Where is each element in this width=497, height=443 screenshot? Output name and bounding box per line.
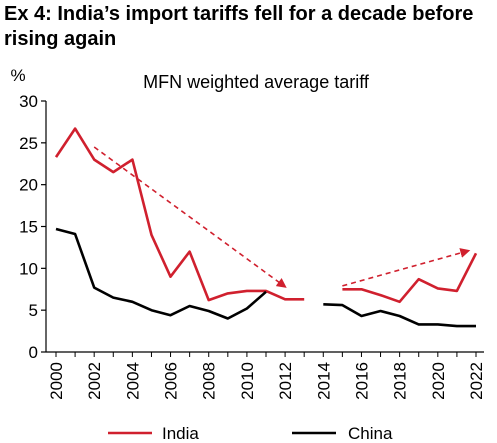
x-tick-label: 2014	[314, 362, 333, 400]
x-tick-label: 2006	[162, 362, 181, 400]
series-line-china	[55, 227, 267, 320]
legend-label-india: India	[162, 424, 199, 443]
x-tick-label: 2008	[200, 362, 219, 400]
y-tick-label: 0	[29, 343, 38, 362]
x-tick-label: 2020	[429, 362, 448, 400]
x-tick-label: 2004	[123, 362, 142, 400]
y-tick-label: 15	[19, 218, 38, 237]
legend-label-china: China	[348, 424, 393, 443]
trend-arrows	[93, 146, 471, 288]
series-line-india	[54, 127, 305, 302]
y-axis-unit-label: %	[10, 66, 25, 85]
x-tick-label: 2018	[391, 362, 410, 400]
y-tick-label: 5	[29, 301, 38, 320]
x-tick-label: 2016	[352, 362, 371, 400]
figure-title: Ex 4: India’s import tariffs fell for a …	[4, 3, 474, 50]
x-tick-label: 2022	[467, 362, 486, 400]
y-tick-label: 30	[19, 92, 38, 111]
y-tick-label: 10	[19, 259, 38, 278]
x-tick-label: 2012	[276, 362, 295, 400]
axes	[45, 101, 484, 353]
series-line-india	[342, 252, 478, 304]
x-axis: 2000 2002 2004 2006 2008 2010 2012 2014 2016 2018…	[47, 352, 486, 400]
y-tick-label: 25	[19, 134, 38, 153]
trend-arrow-2	[342, 248, 471, 287]
y-tick-label: 20	[19, 176, 38, 195]
y-axis: 0 5 10 15 20 25 30	[19, 92, 46, 362]
trend-arrow-1	[93, 146, 287, 288]
x-tick-label: 2010	[238, 362, 257, 400]
x-tick-label: 2000	[47, 362, 66, 400]
legend: India China	[108, 424, 393, 443]
series-line-china	[323, 303, 476, 328]
chart-title: MFN weighted average tariff	[143, 72, 370, 92]
x-tick-label: 2002	[85, 362, 104, 400]
plot-area	[54, 127, 478, 328]
